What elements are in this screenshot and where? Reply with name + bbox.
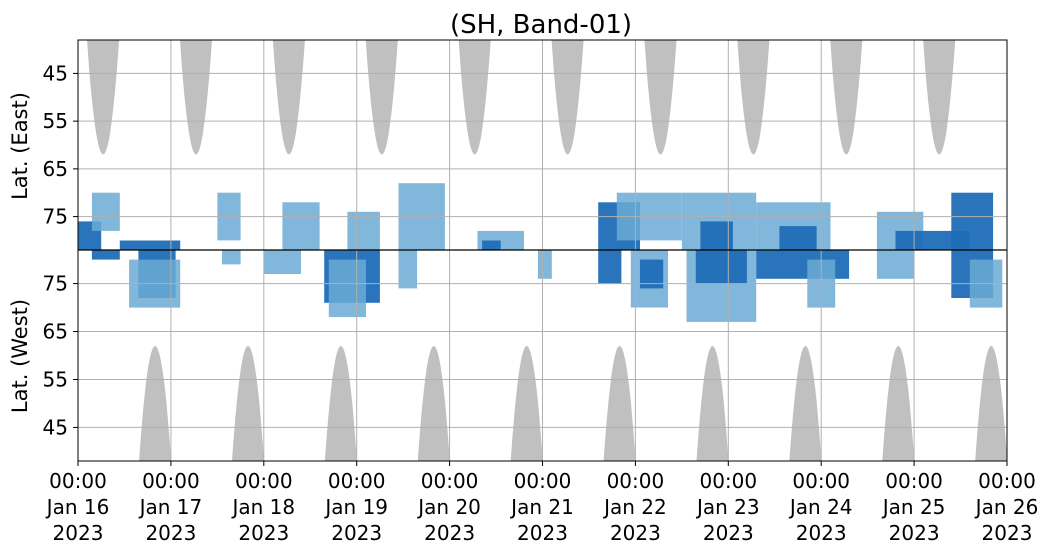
- x-tick-label-6-year: 2023: [610, 521, 661, 545]
- x-tick-label-3-date: Jan 19: [323, 495, 388, 519]
- daylight-lobe-east-6: [644, 40, 677, 155]
- daylight-lobe-west-0: [139, 345, 172, 461]
- x-tick-label-0-time: 00:00: [49, 469, 107, 493]
- x-tick-label-1-date: Jan 17: [138, 495, 203, 519]
- y-tick-label-east-3: 75: [43, 205, 68, 229]
- x-tick-label-2-time: 00:00: [235, 469, 293, 493]
- daylight-lobe-east-2: [272, 40, 305, 155]
- x-tick-label-7-time: 00:00: [699, 469, 757, 493]
- x-tick-label-3-year: 2023: [331, 521, 382, 545]
- y-tick-label-east-2: 65: [43, 157, 68, 181]
- x-tick-label-4-year: 2023: [424, 521, 475, 545]
- x-tick-label-1-year: 2023: [145, 521, 196, 545]
- x-tick-label-4-date: Jan 20: [416, 495, 481, 519]
- activity-patch-3: [119, 240, 181, 250]
- x-tick-label-7-year: 2023: [703, 521, 754, 545]
- daylight-lobe-east-9: [923, 40, 956, 155]
- x-tick-label-2-date: Jan 18: [230, 495, 295, 519]
- y-tick-label-east-0: 45: [43, 61, 68, 85]
- y-tick-label-west-0: 75: [43, 272, 68, 296]
- x-tick-label-6-date: Jan 22: [602, 495, 667, 519]
- activity-patch-14: [398, 250, 418, 289]
- x-tick-label-8-time: 00:00: [792, 469, 850, 493]
- activity-patch-2: [91, 250, 120, 260]
- daylight-lobe-east-3: [365, 40, 398, 155]
- x-tick-label-0-date: Jan 16: [45, 495, 110, 519]
- activity-patch-8: [282, 202, 320, 250]
- x-tick-label-5-date: Jan 21: [509, 495, 574, 519]
- daylight-lobe-west-7: [789, 345, 822, 461]
- activity-patch-12: [328, 259, 366, 318]
- daylight-lobe-west-3: [417, 345, 450, 461]
- x-tick-label-10-date: Jan 26: [974, 495, 1039, 519]
- x-tick-label-5-time: 00:00: [514, 469, 572, 493]
- x-tick-label-10-year: 2023: [982, 521, 1033, 545]
- y-axis-label-west: Lat. (West): [8, 299, 32, 413]
- x-tick-label-7-date: Jan 23: [695, 495, 760, 519]
- activity-patch-17: [537, 250, 552, 279]
- x-tick-label-2-year: 2023: [238, 521, 289, 545]
- x-tick-label-1-time: 00:00: [142, 469, 200, 493]
- daylight-lobe-west-6: [696, 345, 729, 461]
- daylight-lobe-west-8: [882, 345, 915, 461]
- daylight-lobe-west-2: [324, 345, 357, 461]
- daylight-lobe-west-5: [603, 345, 636, 461]
- plot-content: [78, 40, 1007, 461]
- daylight-lobe-east-0: [87, 40, 120, 155]
- x-tick-label-0-year: 2023: [53, 521, 104, 545]
- x-tick-label-9-date: Jan 25: [881, 495, 946, 519]
- x-tick-label-3-time: 00:00: [328, 469, 386, 493]
- activity-patch-9: [263, 250, 301, 274]
- x-tick-label-8-year: 2023: [796, 521, 847, 545]
- daylight-lobe-east-7: [737, 40, 770, 155]
- y-tick-label-west-1: 65: [43, 320, 68, 344]
- x-tick-label-8-date: Jan 24: [788, 495, 853, 519]
- daylight-lobe-west-9: [975, 345, 1007, 461]
- daylight-lobe-east-8: [830, 40, 863, 155]
- daylight-lobe-west-4: [510, 345, 543, 461]
- activity-patch-28: [779, 226, 817, 250]
- activity-patch-10: [347, 211, 380, 250]
- activity-patch-1: [91, 192, 120, 231]
- y-tick-label-west-3: 45: [43, 415, 68, 439]
- x-tick-label-6-time: 00:00: [607, 469, 665, 493]
- activity-patch-16: [482, 240, 501, 250]
- x-tick-label-4-time: 00:00: [421, 469, 479, 493]
- daylight-lobe-east-1: [179, 40, 213, 155]
- activity-patch-22: [640, 259, 664, 289]
- chart-title: (SH, Band-01): [450, 10, 632, 40]
- activity-patch-34: [951, 192, 994, 250]
- daylight-lobe-east-4: [458, 40, 491, 155]
- y-axis-label-east: Lat. (East): [8, 92, 32, 200]
- activity-patch-19: [598, 250, 622, 284]
- x-tick-label-9-time: 00:00: [885, 469, 943, 493]
- activity-patch-26: [695, 250, 747, 284]
- y-tick-label-west-2: 55: [43, 367, 68, 391]
- daylight-lobe-east-5: [551, 40, 584, 155]
- daylight-lobe-west-1: [231, 345, 265, 461]
- activity-patch-24: [700, 221, 733, 250]
- x-tick-label-10-time: 00:00: [978, 469, 1036, 493]
- x-tick-label-5-year: 2023: [517, 521, 568, 545]
- x-tick-label-9-year: 2023: [889, 521, 940, 545]
- activity-patch-33: [876, 250, 915, 279]
- activity-patch-7: [222, 250, 241, 265]
- y-tick-label-east-1: 55: [43, 109, 68, 133]
